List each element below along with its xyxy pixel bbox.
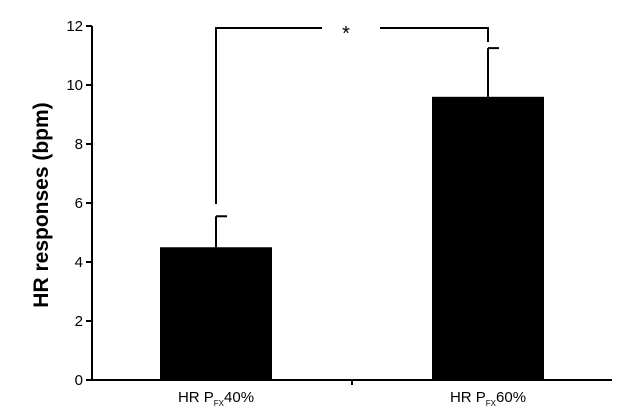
x-tick-label: HR PFX40% [178, 389, 254, 408]
significance-star: * [342, 23, 350, 45]
bars [160, 96, 544, 381]
y-axis-label: HR responses (bpm) [30, 102, 53, 307]
y-tick-label: 0 [75, 372, 83, 389]
x-tick-labels: HR PFX40% HR PFX60% [178, 389, 526, 408]
y-tick-label: 8 [75, 136, 83, 153]
y-tick-label: 6 [75, 195, 83, 212]
bar [160, 247, 272, 380]
y-tick-label: 4 [75, 254, 83, 271]
bar [432, 96, 544, 381]
error-bars [215, 47, 499, 248]
x-tick-label: HR PFX60% [450, 389, 526, 408]
bracket-line [215, 27, 489, 204]
y-tick-label: 10 [66, 77, 83, 94]
y-ticks: 0 2 4 6 8 10 12 [66, 18, 92, 389]
y-tick-label: 12 [66, 18, 83, 35]
significance-bracket: * [215, 23, 489, 204]
y-tick-label: 2 [75, 313, 83, 330]
